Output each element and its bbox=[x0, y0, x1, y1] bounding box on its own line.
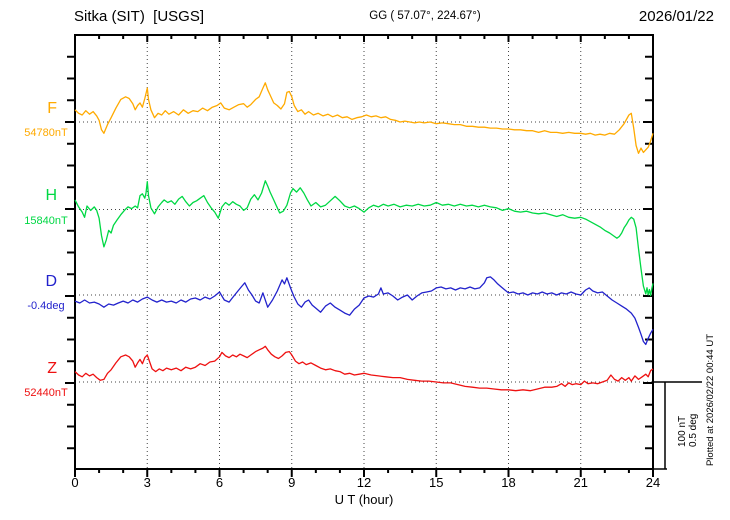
d-trace bbox=[74, 276, 654, 346]
x-tick-label: 3 bbox=[143, 475, 151, 490]
scale-bar-label: 100 nT 0.5 deg bbox=[677, 413, 699, 447]
x-tick-label: 24 bbox=[645, 475, 661, 490]
x-tick-label: 15 bbox=[429, 475, 444, 490]
series-label-f: F bbox=[47, 100, 57, 117]
x-tick-label: 18 bbox=[501, 475, 516, 490]
series-label-z: Z bbox=[47, 360, 57, 377]
h-trace bbox=[74, 180, 654, 297]
series-ref-value-f: 54780nT bbox=[24, 127, 68, 139]
series-ref-value-z: 52440nT bbox=[24, 387, 68, 399]
series-label-h: H bbox=[45, 187, 57, 204]
x-axis-title: U T (hour) bbox=[334, 492, 394, 507]
series-ref-value-h: 15840nT bbox=[24, 215, 68, 227]
x-tick-label: 21 bbox=[573, 475, 588, 490]
x-tick-label: 6 bbox=[215, 475, 224, 490]
plotted-timestamp-note: Plotted at 2026/02/22 00:44 UT bbox=[705, 333, 716, 467]
series-ref-value-d: -0.4deg bbox=[27, 300, 65, 312]
series-label-d: D bbox=[45, 273, 57, 290]
z-trace bbox=[74, 345, 654, 392]
station-title: Sitka (SIT) [USGS] bbox=[74, 8, 205, 25]
f-trace bbox=[74, 82, 654, 154]
geographic-coords-label: GG ( 57.07°, 224.67°) bbox=[369, 10, 481, 22]
x-tick-label: 0 bbox=[71, 475, 79, 490]
x-tick-label: 12 bbox=[356, 475, 372, 490]
x-tick-label: 9 bbox=[288, 475, 296, 490]
plot-date: 2026/01/22 bbox=[638, 8, 714, 25]
plot-frame bbox=[74, 34, 654, 470]
